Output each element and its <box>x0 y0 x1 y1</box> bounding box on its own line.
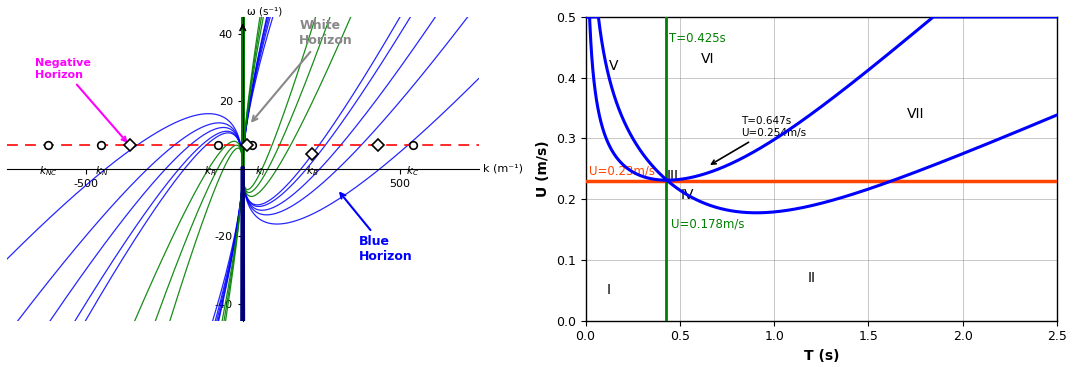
Text: ω (s⁻¹): ω (s⁻¹) <box>247 7 282 17</box>
Text: Blue
Horizon: Blue Horizon <box>340 193 412 263</box>
Text: $k_R$: $k_R$ <box>204 164 216 178</box>
X-axis label: T (s): T (s) <box>803 349 839 363</box>
Text: $k_N$: $k_N$ <box>95 164 107 178</box>
Text: II: II <box>808 271 816 285</box>
Text: IV: IV <box>681 188 694 202</box>
Text: U=0.23m/s: U=0.23m/s <box>590 164 655 177</box>
Text: k (m⁻¹): k (m⁻¹) <box>483 164 523 174</box>
Text: White
Horizon: White Horizon <box>252 19 353 121</box>
Text: VI: VI <box>701 53 715 67</box>
Text: $k_B$: $k_B$ <box>306 164 318 178</box>
Text: Negative
Horizon: Negative Horizon <box>35 58 127 141</box>
Text: $k_{NC}$: $k_{NC}$ <box>39 164 57 178</box>
Text: III: III <box>666 169 679 183</box>
Text: U=0.178m/s: U=0.178m/s <box>671 218 745 231</box>
Text: T=0.425s: T=0.425s <box>669 32 726 45</box>
Text: VII: VII <box>906 107 925 121</box>
Text: $k_I$: $k_I$ <box>255 164 265 178</box>
Text: $k_C$: $k_C$ <box>406 164 419 178</box>
Text: V: V <box>609 58 619 73</box>
Text: T=0.647s
U=0.254m/s: T=0.647s U=0.254m/s <box>712 117 807 164</box>
Y-axis label: U (m/s): U (m/s) <box>536 141 550 197</box>
Text: I: I <box>606 283 610 297</box>
